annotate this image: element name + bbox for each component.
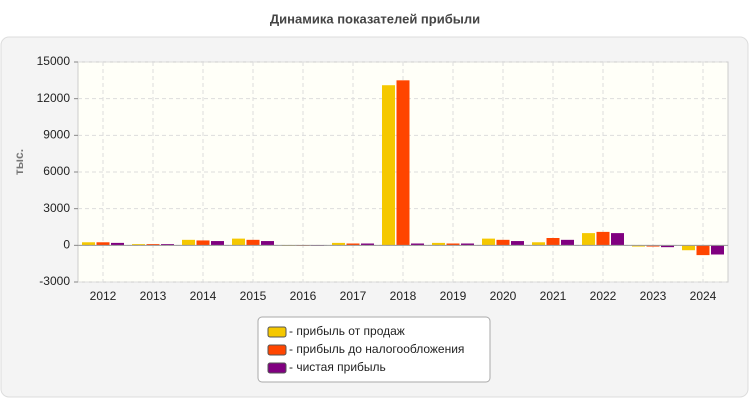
legend	[257, 316, 491, 383]
legend-swatch	[267, 326, 287, 338]
y-tick-label: 12000	[37, 91, 71, 105]
bar	[161, 244, 174, 246]
legend-swatch	[267, 344, 287, 356]
legend-label: - чистая прибыль	[289, 360, 386, 374]
chart-title: Динамика показателей прибыли	[270, 11, 480, 26]
bar	[146, 244, 160, 246]
legend-label: - прибыль до налогообложения	[289, 342, 464, 356]
bar	[211, 241, 224, 246]
bar	[482, 238, 495, 246]
bar	[182, 239, 195, 246]
bar	[332, 242, 345, 246]
x-tick-label: 2022	[590, 289, 617, 303]
bar	[582, 233, 595, 246]
bar	[711, 245, 724, 255]
bar	[682, 245, 695, 251]
x-tick-label: 2016	[290, 289, 317, 303]
x-tick-label: 2017	[340, 289, 367, 303]
x-tick-label: 2020	[490, 289, 517, 303]
bar	[632, 245, 645, 247]
legend-label: - прибыль от продаж	[289, 324, 405, 338]
x-tick-label: 2013	[140, 289, 167, 303]
x-tick-label: 2023	[640, 289, 667, 303]
bar	[382, 85, 395, 246]
bar	[82, 242, 95, 246]
x-tick-label: 2014	[190, 289, 217, 303]
bar	[361, 243, 374, 246]
y-tick-label: 3000	[43, 201, 70, 215]
x-tick-label: 2024	[690, 289, 717, 303]
legend-swatch	[267, 362, 287, 374]
x-tick-label: 2018	[390, 289, 417, 303]
bar	[261, 241, 274, 246]
x-tick-label: 2012	[90, 289, 117, 303]
bar	[546, 238, 560, 246]
bar	[661, 245, 674, 248]
bar	[596, 231, 610, 246]
bar	[611, 233, 624, 246]
bar	[461, 243, 474, 246]
y-tick-label: -3000	[39, 274, 70, 288]
x-tick-label: 2015	[240, 289, 267, 303]
bar	[496, 239, 510, 246]
bar	[561, 239, 574, 246]
bar	[111, 242, 124, 246]
bar	[411, 243, 424, 246]
bar	[246, 239, 260, 246]
bar	[396, 80, 410, 246]
bar	[346, 243, 360, 246]
bar	[696, 245, 710, 256]
y-tick-label: 15000	[37, 54, 71, 68]
x-tick-label: 2021	[540, 289, 567, 303]
bar	[432, 242, 445, 246]
bar	[511, 241, 524, 246]
bar	[96, 242, 110, 246]
bar	[532, 242, 545, 246]
x-tick-label: 2019	[440, 289, 467, 303]
bar	[646, 245, 660, 247]
y-tick-label: 0	[63, 238, 70, 252]
bar	[232, 238, 245, 246]
y-tick-label: 6000	[43, 164, 70, 178]
bar	[446, 243, 460, 246]
bar	[196, 240, 210, 246]
y-axis-label: тыс.	[12, 149, 26, 175]
bar	[132, 244, 145, 246]
y-tick-label: 9000	[43, 128, 70, 142]
